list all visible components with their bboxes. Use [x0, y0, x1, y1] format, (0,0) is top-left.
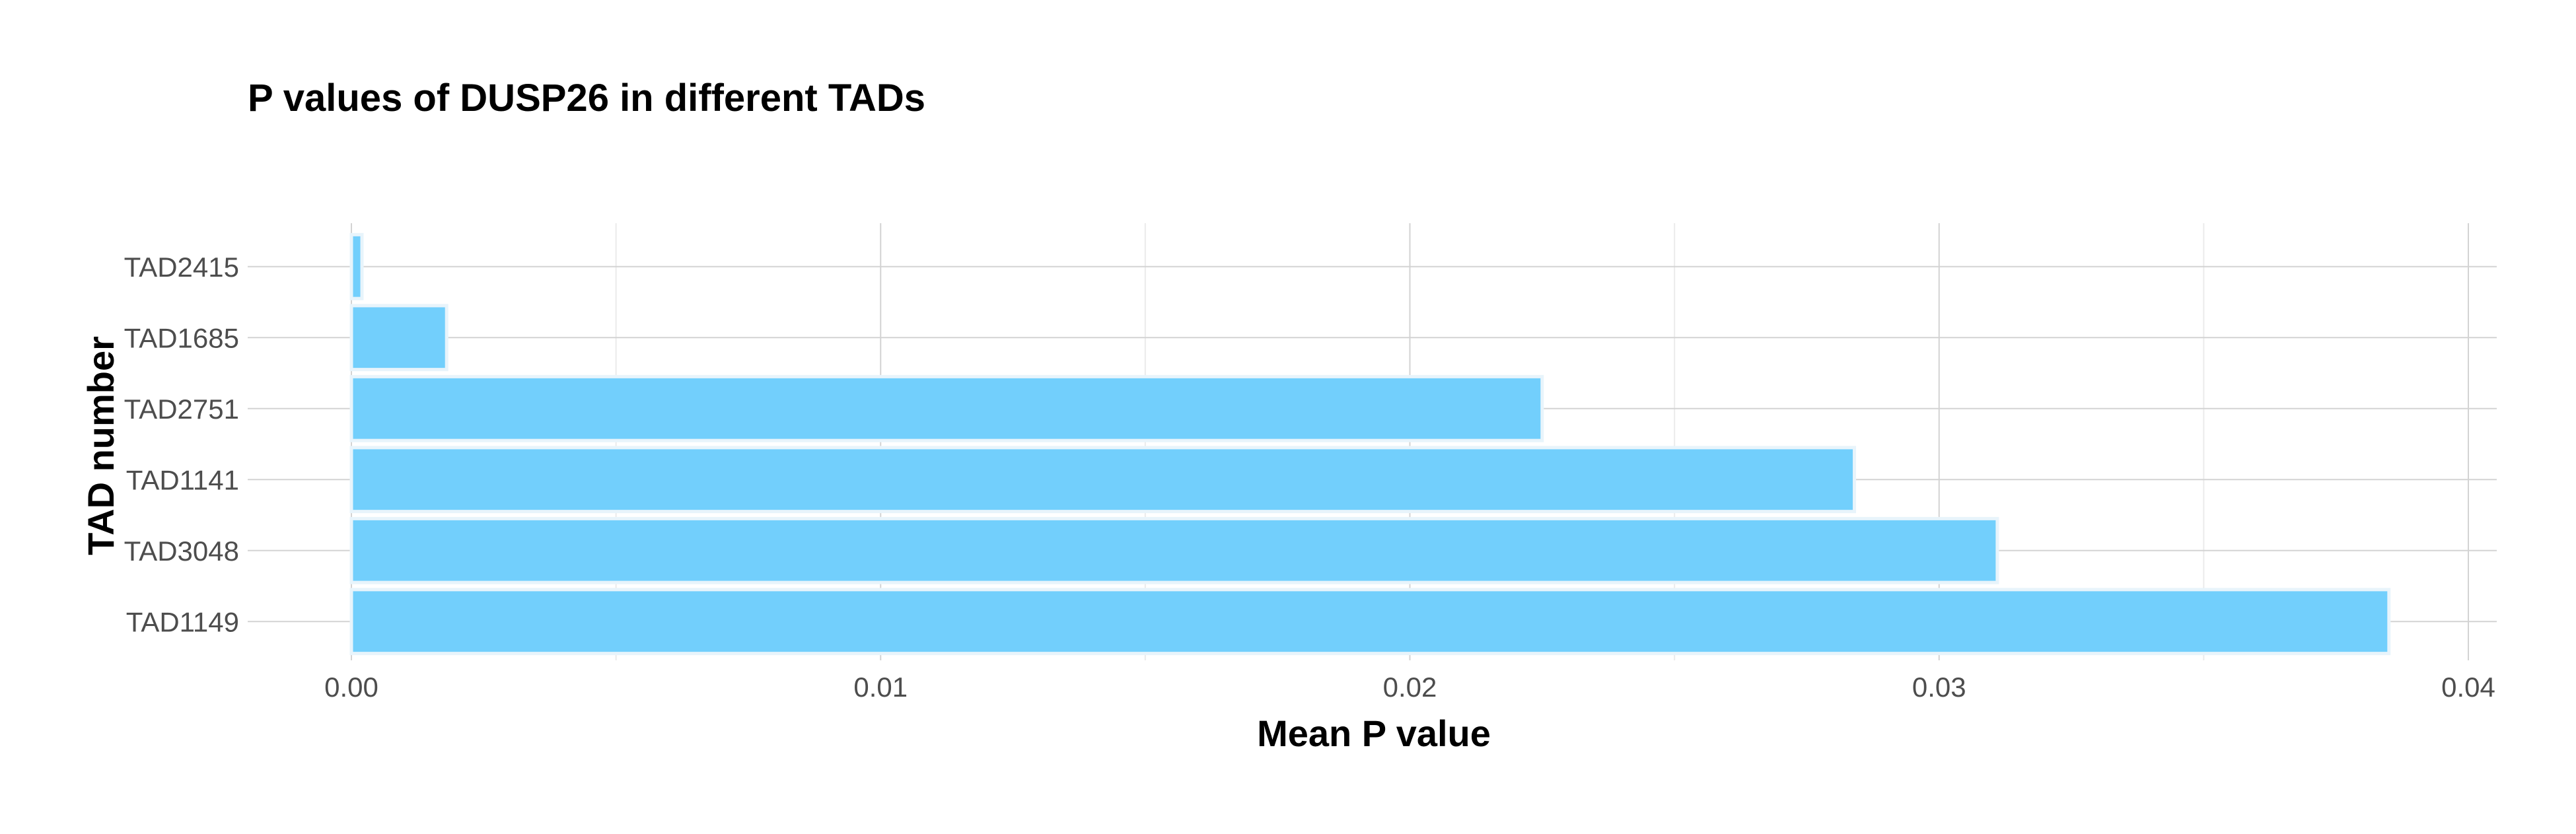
y-tick-labels: TAD2415 TAD1685 TAD2751 TAD1141 TAD3048 TAD11… — [124, 252, 239, 638]
bar-tad2751 — [349, 374, 1544, 442]
y-tick-label: TAD3048 — [124, 536, 239, 567]
x-axis-title: Mean P value — [1257, 712, 1491, 754]
y-tick-label: TAD2415 — [124, 252, 239, 283]
bars — [349, 232, 2391, 656]
bar-tad2415 — [349, 232, 364, 300]
x-tick-label: 0.03 — [1912, 672, 1966, 703]
chart-title: P values of DUSP26 in different TADs — [248, 77, 925, 120]
y-tick-label: TAD2751 — [124, 394, 239, 425]
x-tick-label: 0.01 — [853, 672, 908, 703]
bar-tad1685 — [349, 304, 448, 372]
y-axis-title: TAD number — [80, 336, 122, 555]
x-tick-label: 0.04 — [2441, 672, 2495, 703]
x-tick-label: 0.00 — [324, 672, 378, 703]
x-tick-label: 0.02 — [1383, 672, 1437, 703]
x-tick-labels: 0.00 0.01 0.02 0.03 0.04 — [324, 672, 2495, 703]
y-tick-label: TAD1685 — [124, 322, 239, 353]
bar-tad1149 — [349, 588, 2391, 656]
y-tick-label: TAD1149 — [126, 606, 239, 637]
y-tick-label: TAD1141 — [126, 464, 239, 495]
bar-tad3048 — [349, 516, 1999, 584]
bar-tad1141 — [349, 446, 1857, 514]
